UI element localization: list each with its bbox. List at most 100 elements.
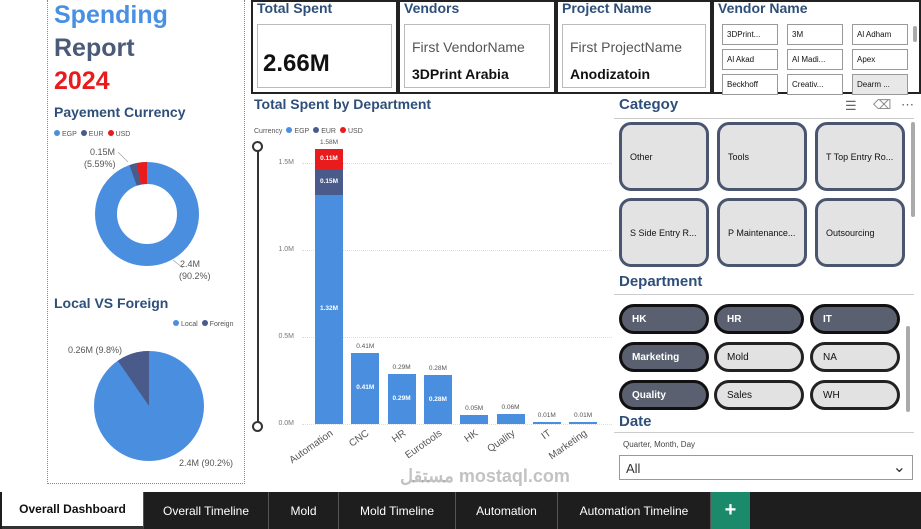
vendor-chip[interactable]: Al Akad	[722, 49, 778, 70]
date-slicer-title: Date	[619, 413, 652, 430]
vendor-chip[interactable]: Apex	[852, 49, 908, 70]
bar-inner-label: 0.28M	[428, 395, 447, 403]
bar-chart-title: Total Spent by Department	[254, 96, 432, 112]
tab-mold[interactable]: Mold	[269, 492, 339, 529]
category-btn-side-entry[interactable]: S Side Entry R...	[619, 198, 709, 267]
tab-overall-timeline[interactable]: Overall Timeline	[144, 492, 269, 529]
department-slicer-title: Department	[619, 273, 703, 290]
department-scrollbar[interactable]	[906, 326, 910, 412]
bar-inner-label: 0.15M	[319, 177, 339, 185]
tab-overall-dashboard[interactable]: Overall Dashboard	[2, 492, 144, 529]
bar-cnc-egp[interactable]	[351, 352, 380, 424]
category-btn-top-entry[interactable]: T Top Entry Ro...	[815, 122, 905, 191]
bar-hr-egp[interactable]	[387, 373, 416, 424]
bar-automation-egp[interactable]	[315, 194, 343, 424]
dept-btn-mold[interactable]: Mold	[714, 342, 804, 372]
currency-big-pct: (90.2%)	[179, 271, 211, 281]
dept-btn-marketing[interactable]: Marketing	[619, 342, 709, 372]
filter-icon[interactable]: ☰	[845, 98, 857, 113]
bar-total-label: 0.29M	[392, 363, 411, 371]
bar-eurotools-egp[interactable]	[423, 375, 452, 424]
legend-item-foreign[interactable]: Foreign	[201, 320, 233, 328]
vendor-chip[interactable]: 3DPrint...	[722, 24, 778, 45]
bar-automation-eur[interactable]	[315, 168, 343, 195]
bar-automation-usd[interactable]	[315, 149, 343, 169]
pie-slice-foreign[interactable]	[117, 351, 149, 406]
donut-slice-egp[interactable]	[95, 162, 199, 266]
local-foreign-pie-chart[interactable]	[94, 350, 204, 462]
bar-total-label: 0.01M	[537, 412, 556, 420]
tab-bar	[0, 492, 921, 529]
legend-item-usd[interactable]: USD	[107, 130, 130, 138]
project-card: Project Name First ProjectName Anodizato…	[556, 0, 712, 94]
legend-item-usd[interactable]: USD	[339, 127, 363, 135]
project-sub: First ProjectName	[570, 39, 683, 55]
bar-it-egp[interactable]	[532, 422, 561, 424]
category-btn-tools[interactable]: Tools	[717, 122, 807, 191]
category-btn-outsourcing[interactable]: Outsourcing	[815, 198, 905, 267]
total-spent-header: Total Spent	[257, 0, 333, 16]
dept-btn-na[interactable]: NA	[810, 342, 900, 372]
donut-slice-usd[interactable]	[136, 162, 147, 185]
tab-automation[interactable]: Automation	[456, 492, 558, 529]
vendor-chip[interactable]: Creativ...	[787, 74, 843, 95]
vendor-chip[interactable]: Beckhoff	[722, 74, 778, 95]
legend-item-eur[interactable]: EUR	[80, 130, 104, 138]
vendor-chip[interactable]: Al Madi...	[787, 49, 843, 70]
category-scrollbar[interactable]	[911, 122, 915, 217]
y-zoom-slider-handle-bottom[interactable]	[252, 421, 263, 432]
legend-item-egp[interactable]: EGP	[286, 127, 309, 135]
y-tick-label: 1.5M	[278, 159, 294, 167]
watermark-logo: مستقل mostaql.com	[400, 466, 570, 486]
bar-total-label: 0.41M	[356, 342, 375, 350]
bar-marketing-egp[interactable]	[569, 422, 598, 424]
category-btn-other[interactable]: Other	[619, 122, 709, 191]
vendor-scrollbar[interactable]	[913, 26, 917, 42]
vendors-header: Vendors	[404, 0, 460, 16]
dept-btn-quality[interactable]: Quality	[619, 380, 709, 410]
gridline	[302, 337, 612, 339]
vendor-chip[interactable]: Dearm ...	[852, 74, 908, 95]
bar-chart-legend: Currency EGP EUR USD	[254, 127, 363, 135]
tab-automation-timeline[interactable]: Automation Timeline	[558, 492, 711, 529]
y-zoom-slider-track[interactable]	[257, 146, 259, 426]
dept-btn-sales[interactable]: Sales	[714, 380, 804, 410]
add-page-button[interactable]: +	[711, 492, 750, 529]
date-dropdown[interactable]: All ⌄	[619, 455, 913, 480]
category-btn-maintenance[interactable]: P Maintenance...	[717, 198, 807, 267]
gridline	[302, 250, 612, 252]
left-panel: Spending Report 2024 Payement Currency E…	[47, 0, 245, 484]
bar-quality-egp[interactable]	[496, 413, 525, 424]
vendors-card: Vendors First VendorName 3DPrint Arabia	[398, 0, 556, 94]
local-label: 2.4M (90.2%)	[179, 458, 234, 468]
legend-item-egp[interactable]: EGP	[54, 130, 77, 138]
chevron-down-icon: ⌄	[892, 459, 906, 476]
total-spent-card: Total Spent 2.66M	[251, 0, 398, 94]
dept-btn-hk[interactable]: HK	[619, 304, 709, 334]
bar-total-label: 0.06M	[501, 403, 520, 411]
vendor-chip[interactable]: Al Adham	[852, 24, 908, 45]
eraser-icon[interactable]: ⌫	[873, 97, 892, 112]
donut-slice-eur[interactable]	[129, 163, 141, 186]
tab-mold-timeline[interactable]: Mold Timeline	[339, 492, 456, 529]
x-category-label: Automation	[287, 428, 336, 467]
date-dropdown-value: All	[626, 461, 641, 476]
legend-item-eur[interactable]: EUR	[313, 127, 336, 135]
bar-total-label: 0.28M	[428, 365, 447, 373]
bar-inner-label: 0.29M	[392, 394, 411, 402]
vendor-chip[interactable]: 3M	[787, 24, 843, 45]
dept-btn-hr[interactable]: HR	[714, 304, 804, 334]
currency-legend: EGP EUR USD	[54, 130, 130, 138]
y-zoom-slider-handle-top[interactable]	[252, 141, 263, 152]
currency-donut-chart[interactable]	[88, 152, 238, 277]
bar-hk-egp[interactable]	[460, 415, 489, 424]
bar-total-label: 0.01M	[574, 412, 593, 420]
dept-btn-it[interactable]: IT	[810, 304, 900, 334]
legend-item-local[interactable]: Local	[173, 320, 198, 328]
more-options-icon[interactable]: ⋯	[901, 97, 914, 112]
bar-inner-label: 1.32M	[319, 305, 339, 313]
report-year: 2024	[54, 67, 110, 95]
report-title-line1: Spending	[54, 1, 168, 29]
total-spent-value: 2.66M	[263, 50, 330, 77]
dept-btn-wh[interactable]: WH	[810, 380, 900, 410]
